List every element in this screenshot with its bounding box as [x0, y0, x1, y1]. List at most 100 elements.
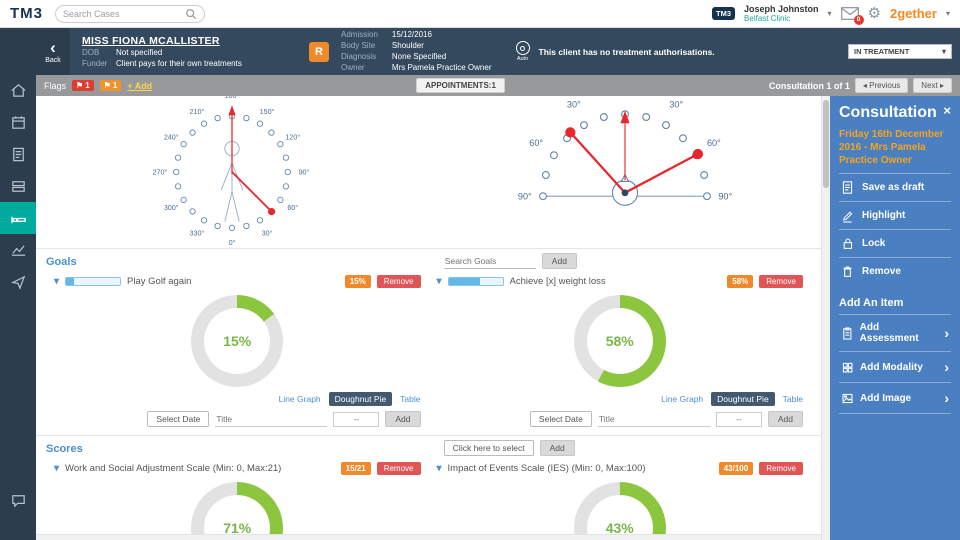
svg-text:30°: 30°	[669, 99, 683, 109]
diagnosis-value: None Specified	[391, 52, 447, 61]
goal-name: Play Golf again	[127, 275, 192, 287]
tab-doughnut-pie[interactable]: Doughnut Pie	[328, 392, 393, 406]
add-score-button[interactable]: Add	[539, 440, 575, 456]
user-menu[interactable]: Joseph Johnston Belfast Clinic	[744, 4, 819, 24]
user-menu-caret-icon[interactable]: ▾	[827, 9, 832, 18]
nav-referrals[interactable]	[0, 266, 36, 298]
goal-card: ▾ Achieve [x] weight loss 58% Remove	[429, 272, 812, 433]
admission-label: Admission	[341, 30, 378, 39]
auto-auth-icon: Auto	[515, 41, 530, 62]
search-input[interactable]: Search Cases	[55, 4, 205, 23]
nav-chat[interactable]	[0, 484, 36, 516]
previous-consultation-button[interactable]: ◂ Previous	[854, 78, 909, 93]
collapse-chevron-icon[interactable]: ▾	[436, 462, 442, 474]
scrollbar-thumb[interactable]	[823, 100, 829, 188]
settings-gear-icon[interactable]: ⚙	[867, 5, 882, 22]
add-goal-button[interactable]: Add	[541, 253, 577, 269]
add-goal-entry-button[interactable]: Add	[767, 411, 803, 427]
score-card: ▾ Work and Social Adjustment Scale (Min:…	[46, 459, 429, 540]
consultation-date: Friday 16th December 2016 - Mrs Pamela P…	[839, 129, 944, 166]
select-date-button[interactable]: Select Date	[147, 411, 210, 427]
case-details: Admission 15/12/2016 Body Site Shoulder …	[341, 30, 492, 73]
nav-stock[interactable]	[0, 170, 36, 202]
nav-consultations[interactable]	[0, 202, 36, 234]
select-score-button[interactable]: Click here to select	[443, 440, 534, 456]
record-type-badge[interactable]: R	[309, 41, 329, 62]
highlight-button[interactable]: Highlight	[839, 201, 951, 229]
diagnosis-label: Diagnosis	[341, 52, 377, 61]
tab-table[interactable]: Table	[782, 394, 803, 404]
svg-text:90°: 90°	[299, 168, 310, 177]
remove-score-button[interactable]: Remove	[376, 461, 421, 475]
tab-doughnut-pie[interactable]: Doughnut Pie	[711, 392, 775, 406]
home-icon	[10, 83, 26, 97]
nav-reports[interactable]	[0, 234, 36, 266]
save-as-draft-button[interactable]: Save as draft	[839, 173, 951, 201]
search-goals-input[interactable]	[443, 253, 536, 269]
chat-bubble-icon	[11, 494, 25, 508]
add-image-button[interactable]: Add Image ›	[839, 382, 951, 414]
vertical-scrollbar[interactable]	[821, 96, 830, 540]
treatment-bed-icon	[10, 216, 26, 223]
add-flag-button[interactable]: + Add	[127, 80, 153, 91]
goal-value-select[interactable]: --	[333, 411, 380, 427]
add-modality-button[interactable]: Add Modality ›	[839, 351, 951, 382]
svg-text:300°: 300°	[164, 203, 179, 212]
owner-label: Owner	[341, 63, 365, 72]
nav-home[interactable]	[0, 74, 36, 106]
back-label: Back	[45, 57, 61, 64]
appointments-button[interactable]: APPOINTMENTS:1	[416, 78, 505, 93]
messages-button[interactable]: 0	[840, 6, 864, 25]
add-assessment-button[interactable]: Add Assessment ›	[839, 314, 951, 351]
tab-table[interactable]: Table	[400, 394, 421, 404]
scores-title: Scores	[46, 443, 83, 455]
assessment-icon	[843, 326, 852, 340]
patient-name[interactable]: MISS FIONA MCALLISTER	[82, 34, 220, 47]
consultation-content: 0° 30° 60° 90° 120° 150° 180° 210° 240°	[36, 96, 821, 540]
tab-line-graph[interactable]: Line Graph	[661, 394, 704, 404]
envelope-icon	[840, 6, 859, 20]
document-icon	[12, 147, 24, 161]
red-flag-badge[interactable]: ⚑ 1	[72, 80, 94, 91]
lock-button[interactable]: Lock	[839, 229, 951, 257]
remove-score-button[interactable]: Remove	[759, 461, 803, 475]
remove-consultation-button[interactable]: Remove	[839, 257, 951, 285]
select-date-button[interactable]: Select Date	[529, 411, 592, 427]
2gether-logo: 2gether	[890, 6, 937, 21]
tab-line-graph[interactable]: Line Graph	[278, 394, 321, 404]
2gether-caret-icon[interactable]: ▾	[945, 9, 950, 18]
nav-diary[interactable]	[0, 106, 36, 138]
treatment-status-select[interactable]: IN TREATMENT ▾	[848, 44, 952, 59]
collapse-chevron-icon[interactable]: ▾	[54, 462, 60, 474]
add-goal-entry-button[interactable]: Add	[385, 411, 421, 427]
close-icon[interactable]: ×	[943, 103, 951, 118]
goals-title: Goals	[46, 256, 77, 268]
svg-text:90°: 90°	[718, 192, 732, 202]
svg-text:30°: 30°	[262, 228, 273, 237]
auto-label: Auto	[516, 56, 529, 62]
tm3-logo: TM3	[10, 5, 43, 22]
goal-title-input[interactable]	[215, 411, 328, 427]
image-icon	[842, 393, 853, 403]
scores-section: Scores Click here to select Add ▾	[36, 435, 821, 540]
svg-text:60°: 60°	[529, 138, 543, 148]
back-button[interactable]: ‹ Back	[36, 28, 70, 75]
calendar-icon	[11, 115, 25, 129]
auth-message: This client has no treatment authorisati…	[538, 46, 715, 57]
remove-goal-button[interactable]: Remove	[759, 274, 803, 288]
svg-text:30°: 30°	[567, 99, 581, 109]
score-card: ▾ Impact of Events Scale (IES) (Min: 0, …	[429, 459, 812, 540]
remove-goal-button[interactable]: Remove	[376, 274, 421, 288]
goal-card: ▾ Play Golf again 15% Remove 15%	[46, 272, 429, 433]
collapse-chevron-icon[interactable]: ▾	[54, 275, 60, 287]
collapse-chevron-icon[interactable]: ▾	[436, 275, 442, 287]
amber-flag-badge[interactable]: ⚑ 1	[99, 80, 122, 91]
horizontal-scrollbar[interactable]	[36, 534, 821, 540]
goal-value-select[interactable]: --	[715, 411, 762, 427]
next-consultation-button[interactable]: Next ▸	[913, 78, 952, 93]
trash-icon	[843, 266, 852, 277]
left-nav	[0, 28, 36, 540]
goal-title-input[interactable]	[597, 411, 710, 427]
nav-notes[interactable]	[0, 138, 36, 170]
